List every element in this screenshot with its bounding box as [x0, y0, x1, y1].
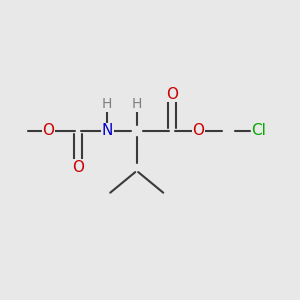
Text: H: H: [102, 98, 112, 111]
Text: O: O: [166, 87, 178, 102]
Text: Cl: Cl: [251, 123, 266, 138]
Text: H: H: [132, 98, 142, 111]
Text: O: O: [193, 123, 205, 138]
Text: N: N: [102, 123, 113, 138]
Text: O: O: [42, 123, 54, 138]
Text: O: O: [72, 160, 84, 175]
